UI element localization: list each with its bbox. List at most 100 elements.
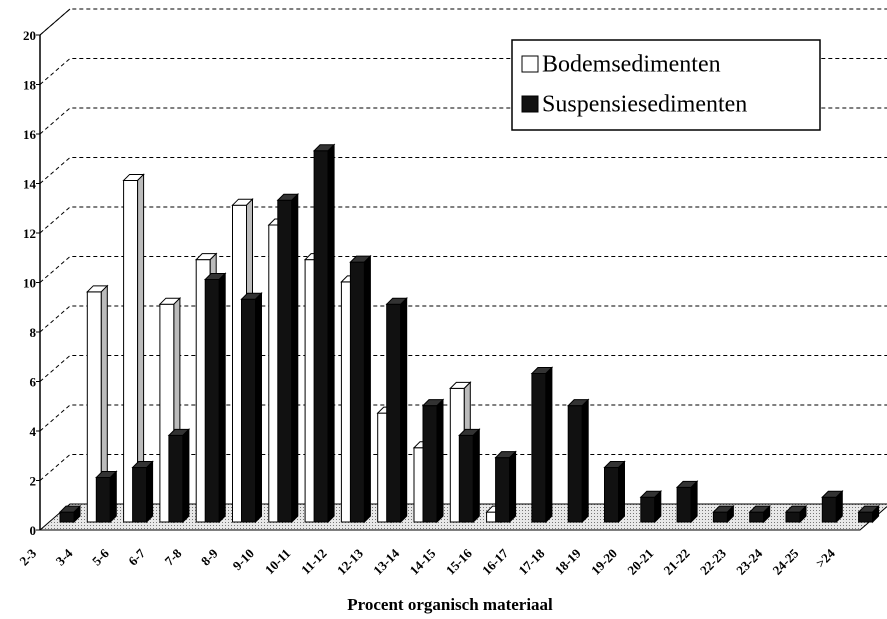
- bar-side: [545, 366, 553, 524]
- bar-front: [386, 303, 402, 523]
- bar-front: [495, 457, 511, 523]
- x-tick-label: 16-17: [479, 545, 511, 577]
- bar-front: [604, 467, 619, 523]
- y-tick-label: 4: [30, 424, 37, 439]
- x-tick-label: 3-4: [53, 545, 76, 568]
- y-tick-label: 14: [23, 176, 37, 191]
- x-tick-label: 15-16: [443, 545, 475, 577]
- bar-front: [821, 496, 837, 523]
- grid-line: [39, 157, 887, 184]
- bar-side: [690, 480, 698, 524]
- bar-front: [458, 434, 474, 523]
- bar-side: [327, 143, 335, 524]
- bar: [167, 428, 191, 524]
- bar-front: [241, 298, 256, 523]
- bar-side: [763, 504, 771, 524]
- bar-side: [799, 504, 807, 524]
- bar-side: [581, 398, 589, 524]
- bar-front: [313, 150, 329, 523]
- bar: [95, 470, 118, 524]
- bar-side: [472, 428, 480, 524]
- bar: [712, 504, 735, 524]
- x-tick-label: 22-23: [697, 545, 729, 577]
- bar-side: [509, 450, 517, 524]
- bar: [122, 173, 145, 524]
- bar-side: [654, 490, 662, 524]
- bar-side: [73, 504, 81, 524]
- bar: [385, 296, 408, 524]
- bar: [639, 490, 663, 524]
- bar-front: [277, 199, 293, 523]
- bar-front: [676, 486, 692, 523]
- y-tick-label: 12: [23, 226, 36, 241]
- legend-label: Bodemsedimenten: [542, 52, 721, 78]
- bar-front: [749, 511, 765, 523]
- bar: [203, 272, 227, 524]
- bar-side: [109, 470, 117, 524]
- x-tick-label: 7-8: [162, 545, 185, 568]
- bar: [458, 428, 481, 524]
- bar: [312, 143, 336, 524]
- x-tick-label: 24-25: [769, 545, 801, 577]
- bar-side: [182, 428, 190, 524]
- bar-front: [204, 278, 220, 523]
- bar-front: [785, 511, 801, 523]
- bar: [58, 504, 82, 524]
- bar-side: [400, 296, 408, 524]
- bar: [421, 398, 445, 524]
- bar-front: [168, 434, 184, 523]
- bar: [748, 504, 771, 524]
- bar-side: [726, 504, 734, 524]
- legend-swatch: [521, 95, 539, 113]
- bar: [821, 490, 844, 524]
- bar-side: [872, 504, 880, 524]
- x-tick-label: 11-12: [298, 546, 330, 578]
- y-tick-label: 10: [23, 275, 36, 290]
- bar: [675, 480, 699, 524]
- bar-side: [291, 193, 299, 524]
- bar-side: [835, 490, 843, 524]
- bar: [857, 504, 880, 524]
- legend: Bodemsedimenten Suspensiesedimenten: [511, 39, 821, 131]
- y-tick-label: 20: [23, 28, 36, 43]
- grid-line: [39, 206, 887, 234]
- y-tick-label: 8: [30, 325, 37, 340]
- y-tick-label: 16: [23, 127, 37, 142]
- x-tick-label: >24: [813, 545, 838, 570]
- bar: [349, 254, 372, 524]
- x-tick-label: 23-24: [733, 545, 765, 577]
- bar-side: [255, 292, 262, 524]
- bar-front: [349, 261, 365, 523]
- grid-line: [39, 355, 887, 382]
- bar: [494, 450, 517, 524]
- grid-line: [39, 305, 887, 333]
- x-tick-label: 2-3: [16, 545, 39, 568]
- bar-front: [59, 511, 75, 523]
- back-axis: [39, 8, 71, 36]
- x-tick-label: 18-19: [552, 545, 584, 577]
- grid-line: [39, 8, 887, 36]
- y-tick-label: 18: [23, 77, 37, 92]
- bar-side: [218, 272, 226, 524]
- bar: [240, 292, 263, 524]
- bar-front: [640, 496, 656, 523]
- x-tick-label: 19-20: [588, 546, 620, 578]
- x-tick-label: 6-7: [125, 545, 148, 568]
- bar-side: [363, 254, 371, 524]
- bar: [603, 460, 626, 524]
- legend-swatch: [521, 55, 539, 73]
- bar: [131, 460, 154, 524]
- bar: [276, 193, 300, 524]
- bar-front: [567, 405, 583, 523]
- bar-side: [146, 460, 154, 524]
- bar: [566, 398, 590, 524]
- legend-box: [511, 39, 821, 131]
- bar: [530, 366, 554, 524]
- x-axis-label: Procent organisch materiaal: [347, 595, 553, 614]
- legend-label: Suspensiesedimenten: [542, 92, 747, 118]
- bar-front: [531, 373, 547, 523]
- x-tick-label: 8-9: [198, 545, 221, 568]
- y-tick-label: 0: [30, 523, 37, 538]
- x-tick-label: 10-11: [262, 546, 294, 578]
- x-tick-label: 5-6: [89, 545, 112, 568]
